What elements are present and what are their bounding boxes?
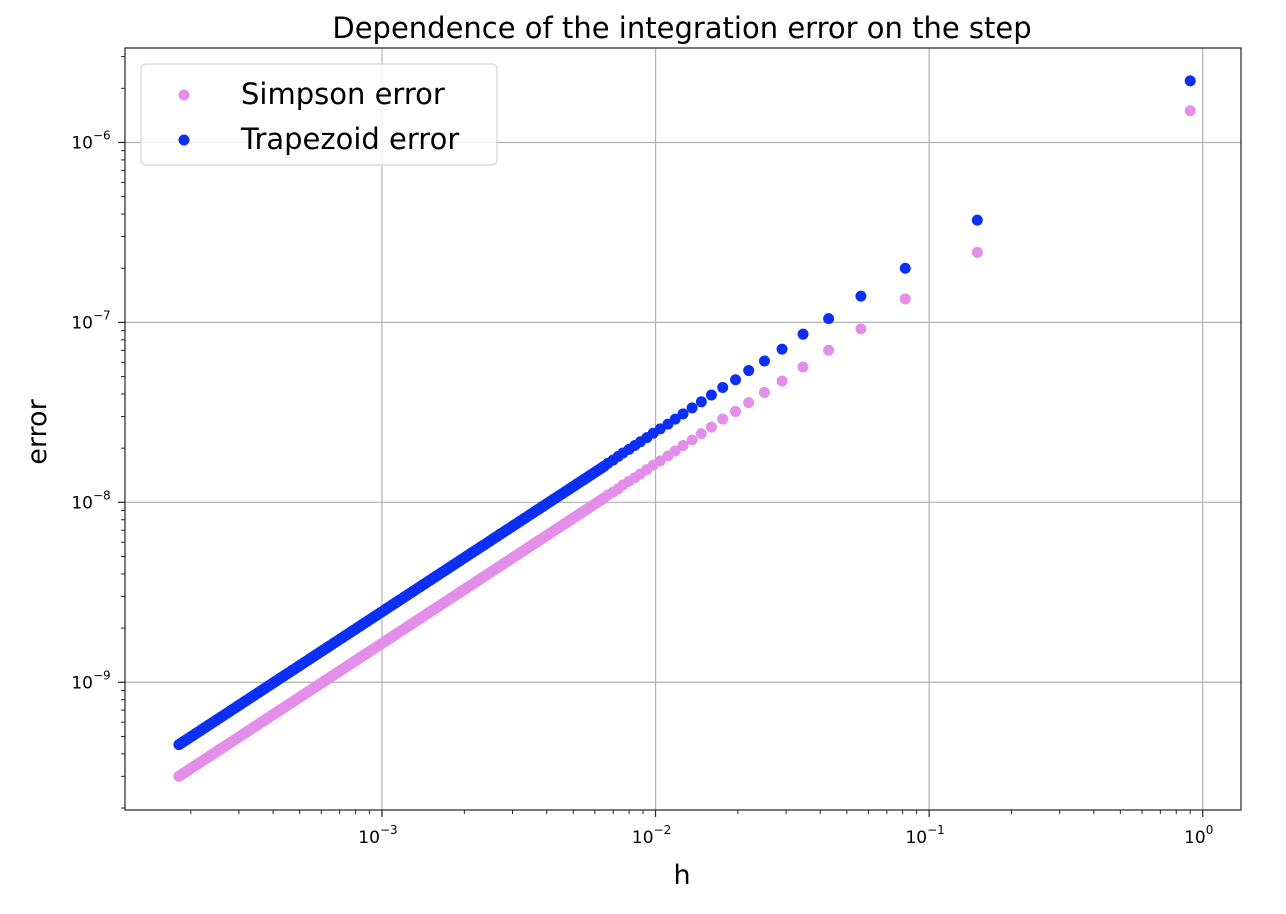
simpson-point <box>971 246 983 258</box>
simpson-point <box>677 439 689 451</box>
y-tick-label: 10−9 <box>71 668 110 693</box>
y-tick-label: 10−6 <box>71 128 110 153</box>
simpson-point <box>855 323 867 335</box>
x-tick-label: 10−3 <box>358 823 397 848</box>
x-axis-label: h <box>673 860 690 891</box>
legend-label-simpson: Simpson error <box>241 77 445 111</box>
trapezoid-point <box>730 374 742 386</box>
y-tick-labels: 10−9 10−8 10−7 10−6 <box>71 128 110 693</box>
simpson-point <box>730 405 742 417</box>
chart-title: Dependence of the integration error on t… <box>332 11 1031 45</box>
trapezoid-point <box>686 402 698 414</box>
trapezoid-point <box>823 313 835 325</box>
trapezoid-point <box>717 381 729 393</box>
data-points <box>173 75 1196 782</box>
simpson-point <box>743 397 755 409</box>
trapezoid-point <box>855 290 867 302</box>
simpson-point <box>758 386 770 398</box>
simpson-point <box>695 428 707 440</box>
trapezoid-point <box>758 355 770 367</box>
minor-ticks <box>121 56 1191 814</box>
trapezoid-point <box>695 396 707 408</box>
simpson-point <box>717 413 729 425</box>
trapezoid-point <box>173 739 185 751</box>
x-tick-label: 10−1 <box>905 823 944 848</box>
x-tick-labels: 10−3 10−2 10−1 100 <box>358 823 1213 848</box>
x-tick-label: 100 <box>1184 823 1213 848</box>
trapezoid-point <box>705 389 717 401</box>
legend-marker-simpson <box>178 89 190 101</box>
legend-label-trapezoid: Trapezoid error <box>240 122 459 156</box>
trapezoid-point <box>1184 75 1196 87</box>
simpson-point <box>823 344 835 356</box>
series-simpson <box>173 105 1196 782</box>
major-ticks <box>118 141 1204 817</box>
trapezoid-point <box>776 343 788 355</box>
simpson-point <box>1184 105 1196 117</box>
simpson-point <box>776 375 788 387</box>
trapezoid-point <box>971 214 983 226</box>
simpson-point <box>686 434 698 446</box>
trapezoid-point <box>743 365 755 377</box>
trapezoid-point <box>797 328 809 340</box>
simpson-point <box>797 361 809 373</box>
series-trapezoid <box>173 75 1196 751</box>
legend-box <box>140 63 498 166</box>
x-tick-label: 10−2 <box>632 823 671 848</box>
simpson-point <box>173 770 185 782</box>
simpson-point <box>899 293 911 305</box>
simpson-point <box>705 421 717 433</box>
y-tick-label: 10−8 <box>71 488 110 513</box>
y-tick-label: 10−7 <box>71 308 110 333</box>
legend: Simpson error Trapezoid error <box>140 63 498 166</box>
y-axis-label: error <box>22 398 53 464</box>
plot-frame <box>124 47 1242 811</box>
trapezoid-point <box>899 262 911 274</box>
trapezoid-point <box>677 408 689 420</box>
legend-marker-trapezoid <box>178 134 190 146</box>
